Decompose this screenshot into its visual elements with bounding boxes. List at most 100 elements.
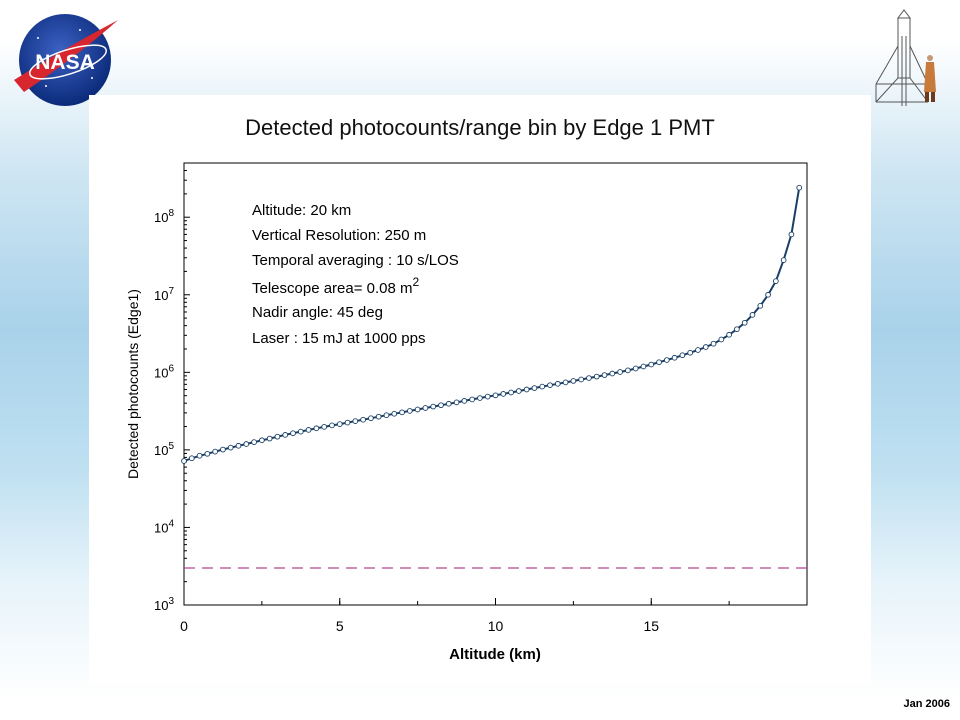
photocount-point: [259, 437, 265, 444]
photocount-point: [625, 367, 631, 374]
photocount-point: [562, 379, 569, 386]
annotation-line: Temporal averaging : 10 s/LOS: [252, 252, 459, 269]
annotation-line: Telescope area= 0.08 m2: [252, 275, 420, 297]
photocount-point: [235, 442, 242, 449]
photocount-point: [609, 370, 616, 377]
photocount-point: [477, 395, 483, 401]
photocount-point: [570, 378, 577, 384]
photocount-point: [204, 450, 211, 457]
y-tick-label: 107: [154, 286, 174, 303]
photocount-point: [383, 412, 390, 419]
photocount-point: [586, 375, 592, 381]
x-ticks: 0 5 10 15: [180, 598, 730, 634]
photocount-point: [741, 319, 748, 326]
photocount-point: [321, 424, 328, 430]
photocount-point: [329, 422, 335, 429]
photocount-point: [399, 409, 405, 416]
photocount-point: [212, 448, 219, 455]
photocount-point: [772, 278, 779, 284]
photocount-point: [695, 347, 701, 353]
photocount-point: [726, 331, 732, 338]
photocount-point: [516, 388, 522, 394]
photocount-point: [181, 458, 187, 464]
photocount-point: [648, 361, 655, 368]
photocount-point: [671, 354, 678, 361]
photocount-point: [640, 363, 647, 370]
y-tick-label: 105: [154, 441, 174, 458]
photocount-point: [531, 385, 538, 391]
photocount-point: [734, 326, 740, 333]
y-tick-label: 104: [154, 518, 174, 535]
photocount-point: [663, 357, 670, 363]
y-major-ticks: 103 104 105 106 107 108: [154, 208, 190, 613]
photocount-point: [492, 392, 499, 399]
photocount-point: [336, 421, 343, 427]
x-tick-label: 10: [488, 618, 504, 634]
photocount-point: [344, 419, 351, 426]
photocount-point: [438, 402, 444, 409]
photocount-point: [305, 427, 312, 433]
chart-title: Detected photocounts/range bin by Edge 1…: [245, 115, 715, 140]
photocount-point: [406, 408, 413, 414]
photocount-point: [547, 382, 553, 389]
photocount-point: [469, 396, 475, 403]
photocount-point: [656, 359, 662, 366]
annotation-line: Altitude: 20 km: [252, 202, 351, 219]
photocount-point: [391, 410, 398, 417]
annotation-line: Vertical Resolution: 250 m: [252, 227, 426, 244]
photocount-point: [445, 400, 452, 407]
photocount-point: [484, 393, 491, 400]
photocount-point: [702, 344, 709, 350]
photocount-point: [266, 435, 273, 442]
chart-panel: [89, 95, 871, 685]
photocount-point: [539, 383, 546, 390]
photocount-point: [554, 380, 561, 387]
photocount-point: [749, 312, 756, 318]
photocount-point: [500, 391, 507, 397]
photocount-point: [290, 430, 296, 437]
photocount-point: [368, 415, 374, 422]
photocount-point: [220, 446, 226, 453]
photocount-point: [679, 352, 686, 359]
photocount-point: [274, 433, 281, 440]
photocount-point: [461, 398, 468, 404]
photocount-point: [282, 432, 289, 438]
photocount-point: [601, 372, 608, 378]
photocount-point: [788, 231, 795, 238]
x-tick-label: 0: [180, 618, 188, 634]
annotation-layer: Altitude: 20 km Vertical Resolution: 250 …: [252, 202, 459, 347]
photocount-point: [757, 302, 764, 309]
y-tick-label: 108: [154, 208, 174, 225]
photocount-point: [578, 376, 585, 383]
photocount-point: [414, 406, 421, 413]
photocount-point: [687, 349, 694, 356]
rocket-and-person-icon: [875, 9, 936, 106]
photocount-point: [632, 365, 639, 372]
photocount-point: [430, 403, 437, 410]
photocount-point: [523, 386, 530, 393]
photocount-point: [780, 257, 787, 263]
photocount-point: [297, 428, 304, 435]
photocount-point: [765, 291, 771, 298]
photocount-point: [352, 418, 359, 424]
annotation-line: Nadir angle: 45 deg: [252, 304, 383, 321]
footer-date: Jan 2006: [903, 698, 950, 710]
photocount-point: [508, 389, 514, 396]
photocount-point: [710, 340, 717, 347]
photocount-point: [360, 416, 366, 423]
photocount-point: [188, 455, 195, 462]
photocount-point: [227, 444, 234, 451]
photocount-point: [617, 369, 623, 375]
photocount-point: [718, 336, 725, 343]
nasa-logo: NASA: [14, 14, 118, 106]
photocount-point: [243, 441, 250, 447]
y-tick-label: 106: [154, 363, 174, 380]
photocount-point: [796, 184, 803, 191]
annotation-line: Laser : 15 mJ at 1000 pps: [252, 330, 425, 347]
photocount-point: [422, 405, 429, 411]
photocount-point: [375, 413, 382, 420]
y-axis-label: Detected photocounts (Edge1): [125, 289, 141, 479]
nasa-logo-text: NASA: [35, 51, 95, 74]
series-layer: [181, 184, 803, 464]
